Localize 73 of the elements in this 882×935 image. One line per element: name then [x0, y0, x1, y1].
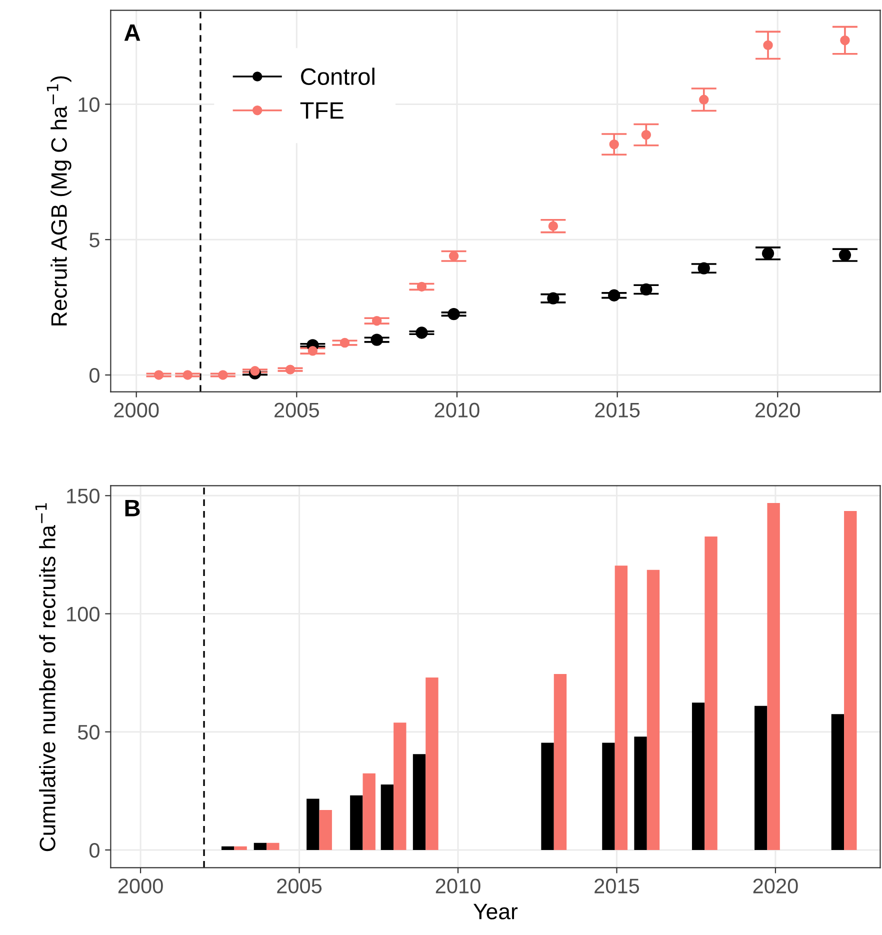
point: [548, 221, 558, 231]
y-tick-label: 150: [67, 488, 100, 504]
x-tick-label: 2005: [277, 878, 322, 894]
y-axis-title: Recruit AGB (Mg C ha$^{−1}$): [46, 76, 72, 326]
point: [608, 289, 620, 302]
point: [218, 370, 228, 380]
x-tick-label: 2020: [753, 878, 798, 894]
point: [763, 40, 773, 50]
point: [448, 308, 460, 320]
bar: [254, 842, 267, 850]
bar: [412, 754, 426, 850]
bar: [634, 736, 647, 850]
point: [285, 364, 296, 374]
point: [448, 251, 459, 261]
y-tick-label: 50: [78, 724, 100, 740]
bar: [350, 795, 363, 850]
x-tick-label: 2000: [114, 402, 159, 418]
x-tick-label: 2020: [756, 402, 800, 418]
bar: [692, 702, 705, 850]
bar: [541, 742, 554, 850]
point: [762, 247, 774, 260]
bar: [844, 511, 857, 850]
bar: [306, 798, 320, 850]
bar: [602, 742, 615, 850]
point: [340, 338, 350, 348]
bar: [831, 714, 844, 850]
legend-label: TFE: [300, 102, 344, 119]
point: [640, 283, 652, 296]
y-tick-label: 0: [90, 842, 100, 858]
y-tick-label: 0: [90, 368, 100, 383]
y-tick-label: 10: [78, 97, 100, 112]
point: [547, 292, 560, 304]
bar: [754, 706, 768, 850]
x-tick-label: 2010: [436, 878, 480, 894]
point: [308, 346, 318, 356]
bar: [380, 784, 394, 850]
bar: [221, 846, 234, 850]
point: [154, 370, 164, 380]
x-tick-label: 2015: [595, 402, 640, 418]
bar: [704, 536, 718, 850]
point: [372, 316, 382, 326]
point: [698, 262, 710, 274]
point: [416, 326, 428, 339]
bar: [319, 810, 332, 850]
point: [840, 35, 850, 46]
point: [250, 366, 260, 376]
point: [699, 94, 709, 104]
bar: [767, 502, 780, 850]
bar: [266, 842, 280, 850]
chart-title: B: [125, 500, 140, 516]
x-tick-label: 2015: [594, 878, 640, 894]
bar: [234, 846, 247, 850]
bar: [554, 674, 567, 850]
point: [182, 370, 193, 380]
chart-title: A: [124, 24, 140, 41]
x-tick-label: 2005: [274, 402, 319, 418]
bar: [362, 773, 376, 850]
x-tick-label: 2010: [434, 402, 480, 418]
point: [838, 248, 852, 262]
point: [641, 130, 652, 140]
point: [370, 334, 383, 346]
bar: [426, 678, 438, 850]
y-tick-label: 100: [67, 606, 100, 622]
point: [416, 282, 427, 292]
x-axis-title: Year: [474, 904, 518, 920]
bar: [394, 722, 406, 850]
bar: [614, 566, 628, 850]
bar: [646, 570, 660, 850]
point: [609, 139, 619, 150]
y-tick-label: 5: [90, 232, 100, 248]
legend-label: Control: [301, 68, 374, 86]
y-axis-title: Cumulative number of recruits ha$^{−1}$: [35, 503, 56, 852]
x-tick-label: 2000: [118, 878, 163, 894]
